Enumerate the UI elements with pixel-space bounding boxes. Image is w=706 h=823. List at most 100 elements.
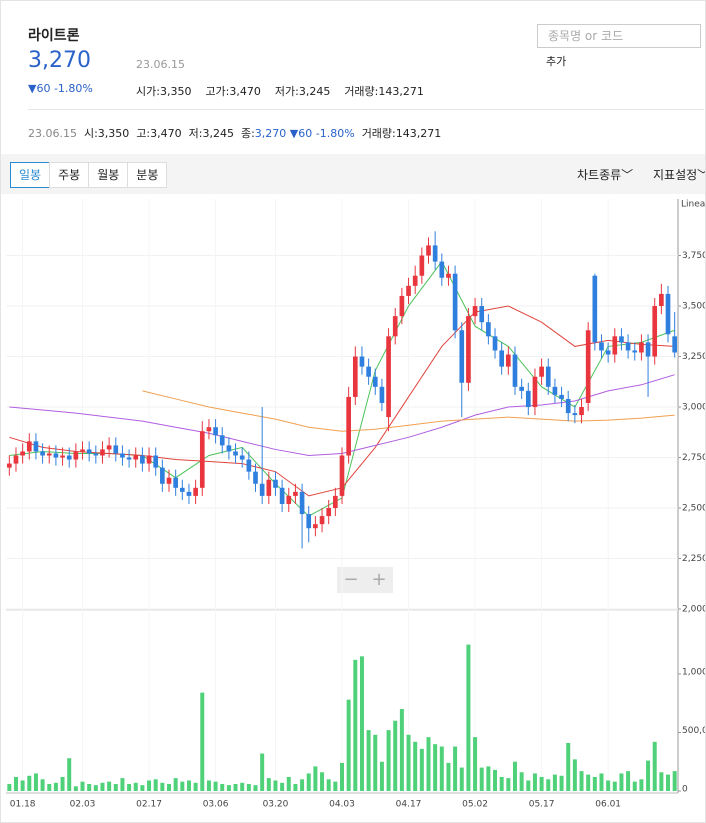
candle-body [146,455,152,464]
volume-bar [160,782,165,791]
candle-body [432,245,438,262]
volume-bar [386,730,391,791]
candle-body [26,441,32,452]
s-close-label: 종: [240,127,255,140]
tab[interactable]: 분봉 [127,162,168,188]
volume-bar [253,785,258,791]
volume-bar [47,783,52,791]
candle-body [585,330,591,403]
zoom-out[interactable]: − [343,569,359,590]
y-tick-label: 3,750 [682,251,705,261]
tab[interactable]: 주봉 [49,162,90,188]
volume-bar [167,783,172,791]
candle-body [359,356,365,367]
volume-bar [40,779,45,791]
volume-bar [659,772,664,791]
candle-body [559,394,564,399]
volume-bar [286,776,291,791]
volume-bar [592,776,597,791]
volume-bar [672,771,677,791]
volume-bar [532,773,537,791]
volume-bar [539,776,544,791]
candle-body [392,316,398,337]
volume-bar [326,779,331,791]
y-tick-label: 2,000 [682,605,705,615]
candle-body [565,398,571,414]
volume-bar [87,783,92,791]
x-tick-label: 02.17 [136,800,162,810]
volume-tick-label: 1,000,000 [682,667,705,677]
y-tick-label: 2,250 [682,554,705,564]
zoom-in[interactable]: + [371,569,387,590]
add-button[interactable]: 추가 [546,55,567,68]
y-tick-label: 3,500 [682,302,705,312]
volume-bar [366,730,371,791]
candle-body [40,451,45,456]
y-tick-label: 2,500 [682,504,705,514]
volume-bar [566,742,571,791]
volume-bar [486,766,491,791]
candle-body [166,477,172,484]
candle-body [120,453,125,458]
moving-average [142,390,675,432]
candle-body [266,479,272,496]
search-box[interactable]: 종목명 or 코드 [537,24,701,48]
volume-bar [300,779,305,791]
volume-bar [266,778,271,791]
volume-bar [113,783,118,791]
candle-body [113,445,119,454]
candle-body [592,275,598,343]
candle-body [625,342,631,351]
candle-body [452,273,458,331]
candle-body [140,455,145,464]
menu[interactable]: 지표설정﹀ [653,166,705,183]
candle-body [552,386,558,395]
s-high: 고:3,470 [136,127,182,140]
candle-body [379,386,385,403]
volume-bar [359,656,364,791]
candle-body [572,413,578,416]
x-tick-label: 05.02 [462,800,488,810]
candle-body [439,261,445,278]
volume-bar [599,773,604,791]
y-tick-label: 2,750 [682,453,705,463]
x-tick-label: 03.06 [203,800,229,810]
volume-bar [606,780,611,791]
candle-body [179,487,185,492]
open: 시가:3,350 [136,85,192,98]
candle-body [60,455,65,458]
candle-body [33,441,39,452]
y-tick-label: 3,250 [682,352,705,362]
volume-bar [652,741,657,791]
menu[interactable]: 차트종류﹀ [577,168,634,182]
x-tick-label: 01.18 [10,800,36,810]
s-change-text: 60 -1.80% [298,127,355,140]
menu-item[interactable]: 지표설정 [653,168,698,182]
volume-bar [346,699,351,791]
candle-body [259,483,265,496]
candle-body [206,427,212,432]
change: ▼60 -1.80% [28,82,93,95]
volume-bar [280,782,285,791]
volume-bar [393,720,398,791]
menu-item[interactable]: 차트종류 [577,168,622,182]
volume-bar [552,774,557,791]
candle-body [605,350,611,355]
high: 고가:3,470 [205,85,261,98]
candle-body [326,508,332,517]
candle-body [53,453,59,458]
candle-body [512,354,518,387]
tab[interactable]: 일봉 [10,162,51,188]
low: 저가:3,245 [274,85,331,98]
volume-bar [413,741,418,791]
candle-body [100,449,105,456]
volume: 거래량:143,271 [344,85,424,98]
volume-bar [100,782,105,791]
volume-bar [180,781,185,791]
x-tick-label: 02.03 [70,800,96,810]
candle-body [213,427,218,436]
candle-body [226,445,232,452]
candle-body [599,342,604,351]
volume-bar [519,772,524,791]
